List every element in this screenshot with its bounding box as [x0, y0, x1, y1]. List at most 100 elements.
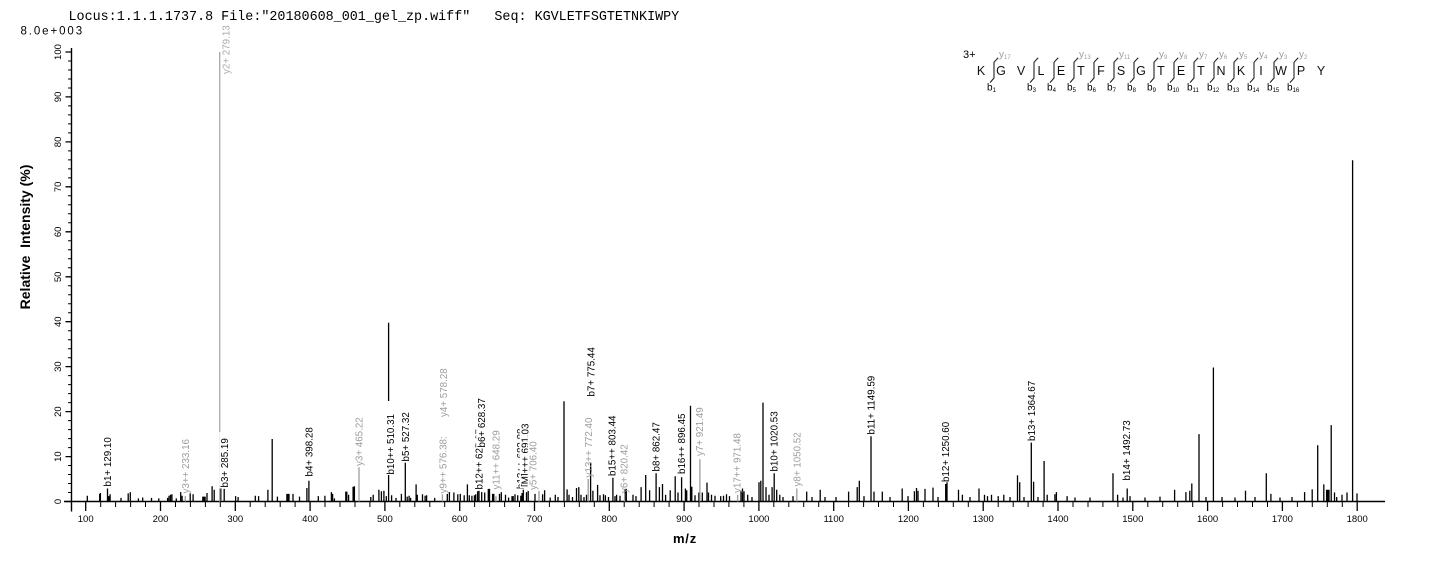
svg-text:600: 600: [452, 514, 468, 525]
svg-text:y2+ 279.13: y2+ 279.13: [221, 25, 232, 74]
svg-text:y5: y5: [1239, 50, 1248, 62]
svg-text:1600: 1600: [1197, 514, 1218, 525]
svg-text:K: K: [977, 64, 986, 78]
svg-text:1800: 1800: [1347, 514, 1368, 525]
svg-text:900: 900: [676, 514, 692, 525]
svg-text:500: 500: [377, 514, 393, 525]
svg-text:y3++ 233.16: y3++ 233.16: [181, 438, 192, 493]
svg-text:y11: y11: [1119, 50, 1131, 62]
svg-text:b1+ 129.10: b1+ 129.10: [103, 437, 114, 487]
svg-text:b14: b14: [1247, 83, 1260, 95]
svg-text:y11++ 648.29: y11++ 648.29: [492, 430, 503, 489]
svg-text:b16++ 896.45: b16++ 896.45: [677, 413, 688, 474]
svg-text:W: W: [1275, 64, 1287, 78]
svg-text:b14+ 1492.73: b14+ 1492.73: [1122, 420, 1133, 481]
svg-text:b8+ 862.47: b8+ 862.47: [652, 422, 663, 471]
svg-text:b3+ 285.19: b3+ 285.19: [220, 438, 231, 487]
svg-text:700: 700: [527, 514, 543, 525]
svg-text:S: S: [1117, 64, 1125, 78]
svg-text:y7: y7: [1199, 50, 1208, 62]
svg-text:y4: y4: [1259, 50, 1268, 62]
svg-text:3+: 3+: [963, 49, 976, 61]
svg-text:y6+ 820.42: y6+ 820.42: [620, 444, 631, 493]
svg-text:400: 400: [302, 514, 318, 525]
svg-text:b10++ 510.31: b10++ 510.31: [386, 414, 397, 474]
svg-text:y2: y2: [1299, 50, 1308, 62]
svg-text:b5: b5: [1067, 83, 1077, 95]
svg-text:b11: b11: [1187, 83, 1199, 95]
svg-text:b13+ 1364.67: b13+ 1364.67: [1027, 381, 1038, 441]
svg-text:b7: b7: [1107, 83, 1117, 95]
svg-text:800: 800: [601, 514, 617, 525]
svg-text:b10+ 1020.53: b10+ 1020.53: [770, 411, 781, 472]
svg-text:G: G: [1136, 64, 1146, 78]
svg-text:1400: 1400: [1047, 514, 1068, 525]
svg-text:T: T: [1077, 64, 1085, 78]
svg-text:b15: b15: [1267, 83, 1280, 95]
svg-text:b16: b16: [1287, 83, 1300, 95]
svg-text:b13: b13: [1227, 83, 1240, 95]
svg-text:m/z: m/z: [673, 531, 697, 546]
svg-text:80: 80: [53, 137, 64, 148]
svg-text:1200: 1200: [898, 514, 919, 525]
svg-text:y6: y6: [1219, 50, 1228, 62]
svg-text:90: 90: [53, 92, 64, 103]
svg-text:1500: 1500: [1122, 514, 1143, 525]
svg-text:b6: b6: [1087, 83, 1097, 95]
svg-text:b11+ 1149.59: b11+ 1149.59: [867, 376, 878, 435]
svg-text:100: 100: [78, 514, 94, 525]
svg-text:1100: 1100: [823, 514, 843, 525]
svg-text:100: 100: [53, 44, 64, 60]
svg-text:y5+ 706.40: y5+ 706.40: [529, 441, 540, 490]
svg-text:b6+ 628.37: b6+ 628.37: [477, 398, 488, 447]
svg-text:Relative Intensity (%): Relative Intensity (%): [17, 165, 33, 310]
svg-text:70: 70: [53, 182, 64, 193]
svg-text:y17++ 971.48: y17++ 971.48: [733, 433, 744, 493]
svg-text:T: T: [1157, 64, 1165, 78]
svg-text:1300: 1300: [973, 514, 994, 525]
svg-text:L: L: [1038, 64, 1045, 78]
svg-text:y3+ 465.22: y3+ 465.22: [355, 417, 366, 466]
svg-text:Locus:1.1.1.1737.8 File:"20180: Locus:1.1.1.1737.8 File:"20180608_001_ge…: [69, 10, 680, 25]
svg-text:P: P: [1297, 64, 1305, 78]
svg-text:y8: y8: [1179, 50, 1188, 62]
svg-text:8.0e+003: 8.0e+003: [21, 26, 85, 38]
svg-text:b12: b12: [1207, 83, 1220, 95]
svg-text:b4+ 398.28: b4+ 398.28: [304, 427, 315, 477]
svg-text:20: 20: [53, 406, 64, 417]
svg-text:40: 40: [53, 316, 64, 327]
svg-text:0: 0: [53, 499, 64, 504]
svg-text:b12+ 1250.60: b12+ 1250.60: [941, 421, 952, 482]
svg-text:V: V: [1017, 64, 1026, 78]
svg-text:300: 300: [227, 514, 243, 525]
svg-text:y9++ 576.38:: y9++ 576.38:: [439, 436, 450, 493]
svg-text:G: G: [996, 64, 1006, 78]
svg-text:y7+ 921.49: y7+ 921.49: [695, 407, 706, 456]
svg-text:b12++ 625.87: b12++ 625.87: [475, 429, 486, 489]
svg-text:50: 50: [53, 272, 64, 283]
svg-text:60: 60: [53, 227, 64, 238]
svg-text:1700: 1700: [1272, 514, 1293, 525]
svg-text:Y: Y: [1317, 64, 1326, 78]
svg-text:y3: y3: [1279, 50, 1288, 62]
svg-text:b4: b4: [1047, 83, 1057, 95]
svg-text:y13: y13: [1079, 50, 1091, 62]
svg-text:b3: b3: [1027, 83, 1037, 95]
svg-text:b10: b10: [1167, 83, 1180, 95]
svg-text:b15++ 803.44: b15++ 803.44: [608, 415, 619, 476]
svg-text:1000: 1000: [748, 514, 769, 525]
svg-text:E: E: [1177, 64, 1185, 78]
svg-text:10: 10: [53, 451, 64, 462]
svg-text:30: 30: [53, 361, 64, 372]
svg-text:b1: b1: [987, 83, 997, 95]
svg-text:y9: y9: [1159, 50, 1168, 62]
svg-text:y8+ 1050.52: y8+ 1050.52: [792, 432, 803, 486]
svg-text:F: F: [1097, 64, 1105, 78]
svg-text:b7+ 775.44: b7+ 775.44: [587, 347, 598, 397]
svg-text:b5+ 527.32: b5+ 527.32: [401, 412, 412, 461]
svg-text:b8: b8: [1127, 83, 1137, 95]
svg-text:I: I: [1259, 64, 1262, 78]
svg-text:y13++ 772.40: y13++ 772.40: [584, 417, 595, 477]
svg-text:b9: b9: [1147, 83, 1157, 95]
svg-text:y17: y17: [999, 50, 1011, 62]
